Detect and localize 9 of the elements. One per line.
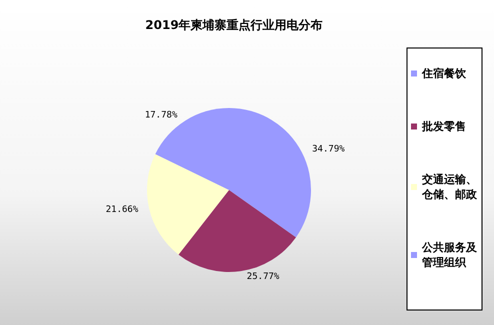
legend-label: 批发零售 bbox=[421, 120, 466, 133]
data-label: 17.78% bbox=[144, 110, 178, 120]
legend-label: 公共服务及管理组织 bbox=[421, 241, 478, 269]
legend-label: 交通运输、仓储、邮政 bbox=[421, 173, 478, 201]
data-label: 21.66% bbox=[106, 204, 139, 215]
legend-label: 住宿餐饮 bbox=[421, 67, 467, 80]
data-label: 34.79% bbox=[312, 144, 346, 155]
data-label: 25.77% bbox=[246, 272, 280, 282]
chart-title: 2019年柬埔寨重点行业用电分布 bbox=[145, 18, 323, 32]
